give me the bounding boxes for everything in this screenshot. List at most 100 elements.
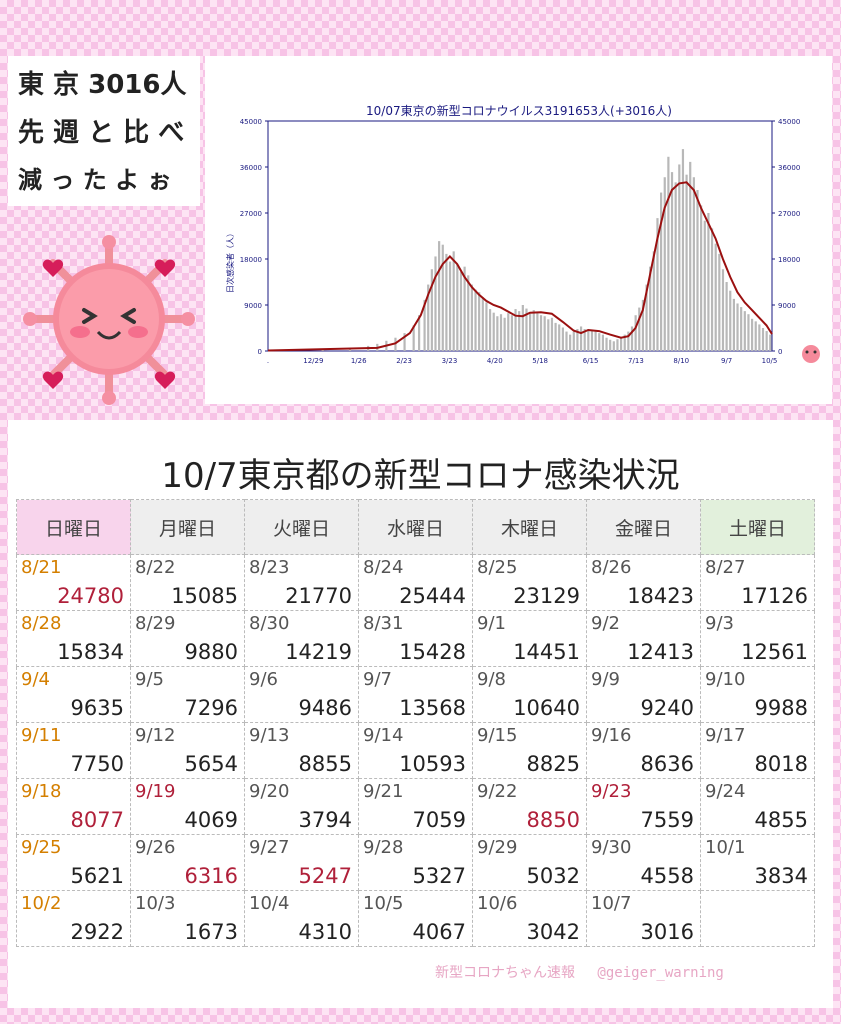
cell-count: 12561: [741, 640, 808, 664]
header-thursday: 木曜日: [472, 499, 587, 555]
cell-count: 5032: [526, 864, 580, 888]
daily-bar: [598, 333, 601, 351]
daily-bar: [569, 334, 572, 351]
chart-title: 10/07東京の新型コロナウイルス3191653人(+3016人): [366, 103, 672, 118]
daily-bar: [667, 156, 670, 351]
footer-credit: 新型コロナちゃん速報 @geiger_warning: [435, 965, 724, 981]
daily-bar: [529, 313, 532, 351]
day-cell: 8/22 15085: [130, 554, 245, 611]
daily-bar: [459, 271, 463, 351]
cell-date: 9/7: [363, 669, 392, 690]
day-cell: 10/3 1673: [130, 890, 245, 947]
table-row: 9/18 8077 9/19 4069 9/20 3794 9/21 7059 9/22 8850…: [16, 778, 815, 835]
speech-line-3: 減 っ た よ ぉ: [18, 166, 172, 194]
daily-bar: [418, 315, 421, 351]
header-friday: 金曜日: [586, 499, 701, 555]
chart-y-label: 日次感染者（人）: [225, 229, 235, 293]
daily-bar: [609, 339, 612, 351]
daily-bar: [718, 253, 721, 351]
cell-date: 9/27: [249, 837, 290, 858]
day-cell: 8/21 24780: [16, 554, 131, 611]
daily-bar: [445, 253, 448, 351]
daily-bar: [448, 261, 452, 351]
y-tick-label-left: 27000: [240, 210, 262, 218]
cell-count: 4310: [298, 920, 352, 944]
day-cell: 9/29 5032: [472, 834, 587, 891]
daily-bar: [652, 251, 655, 351]
cell-date: 9/6: [249, 669, 278, 690]
header-sunday: 日曜日: [16, 499, 131, 555]
cell-date: 8/28: [21, 613, 62, 634]
daily-bar: [703, 220, 706, 351]
daily-bar: [579, 326, 583, 351]
daily-bar: [394, 337, 397, 351]
cell-date: 9/8: [477, 669, 506, 690]
header-saturday: 土曜日: [700, 499, 815, 555]
cell-count: 8825: [526, 752, 580, 776]
cell-count: 9635: [70, 696, 124, 720]
day-cell: 9/2 12413: [586, 610, 701, 667]
cell-count: 1673: [184, 920, 238, 944]
day-cell: 9/10 9988: [700, 666, 815, 723]
cell-date: 9/2: [591, 613, 620, 634]
day-cell: 9/22 8850: [472, 778, 587, 835]
day-cell: 9/7 13568: [358, 666, 473, 723]
cell-date: 10/1: [705, 837, 746, 858]
daily-bar: [619, 337, 623, 351]
daily-bar: [587, 330, 590, 351]
daily-bar: [430, 269, 433, 351]
table-row: 8/28 15834 8/29 9880 8/30 14219 8/31 15428 9/1 14…: [16, 610, 815, 667]
daily-bar: [616, 339, 619, 351]
day-cell: 9/21 7059: [358, 778, 473, 835]
cell-count: 15085: [171, 584, 238, 608]
infection-chart: 10/07東京の新型コロナウイルス3191653人(+3016人) 日次感染者（…: [225, 103, 820, 365]
y-tick-label-left: 36000: [240, 164, 262, 172]
x-tick-label: 12/29: [303, 357, 323, 365]
daily-bar: [525, 308, 528, 351]
cell-date: 9/17: [705, 725, 746, 746]
cell-date: 10/6: [477, 893, 518, 914]
cell-date: 9/21: [363, 781, 404, 802]
day-cell: 9/11 7750: [16, 722, 131, 779]
daily-bar: [510, 315, 514, 351]
cell-date: 9/26: [135, 837, 176, 858]
cell-date: 9/5: [135, 669, 164, 690]
daily-bar: [403, 333, 406, 351]
table-panel: 10/7東京都の新型コロナ感染状況 日曜日 月曜日 火曜日 水曜日 木曜日 金曜…: [8, 420, 833, 1008]
x-tick-label: .: [267, 357, 269, 365]
cell-count: 5621: [70, 864, 124, 888]
daily-bar: [503, 317, 506, 351]
day-cell: 9/15 8825: [472, 722, 587, 779]
daily-bar: [470, 284, 473, 351]
cell-count: 3834: [754, 864, 808, 888]
cell-count: 5247: [298, 864, 352, 888]
y-tick-label-right: 45000: [778, 118, 800, 126]
daily-bar: [583, 329, 586, 351]
cell-count: 23129: [513, 584, 580, 608]
daily-bar: [543, 316, 546, 351]
daily-bar: [565, 331, 568, 351]
daily-bar: [499, 314, 503, 351]
chart-panel: 10/07東京の新型コロナウイルス3191653人(+3016人) 日次感染者（…: [205, 56, 832, 404]
cell-count: 14219: [285, 640, 352, 664]
day-cell: 8/26 18423: [586, 554, 701, 611]
weekly-table: 日曜日 月曜日 火曜日 水曜日 木曜日 金曜日 土曜日 8/21 24780 8/2…: [16, 499, 815, 947]
daily-bar: [601, 334, 604, 351]
day-cell: 9/5 7296: [130, 666, 245, 723]
daily-bar: [485, 302, 488, 351]
cell-count: 9486: [298, 696, 352, 720]
daily-bar: [638, 307, 641, 351]
cell-date: 8/26: [591, 557, 632, 578]
cell-date: 9/14: [363, 725, 404, 746]
day-cell: 9/12 5654: [130, 722, 245, 779]
speech-line-2: 先 週 と 比 べ: [18, 118, 185, 148]
header-monday: 月曜日: [130, 499, 245, 555]
cell-date: 9/10: [705, 669, 746, 690]
cell-date: 9/11: [21, 725, 62, 746]
daily-bar: [605, 337, 608, 351]
cell-count: 3042: [526, 920, 580, 944]
daily-bar: [452, 251, 455, 351]
y-tick-label-left: 9000: [244, 302, 262, 310]
daily-bar: [721, 269, 725, 351]
daily-bar: [743, 311, 746, 351]
